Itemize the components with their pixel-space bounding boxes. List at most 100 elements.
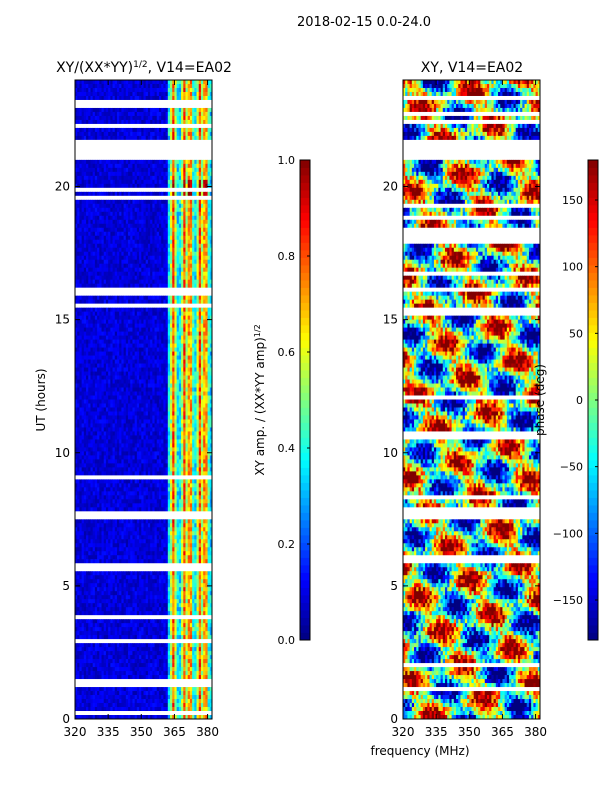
amp-plot-cell <box>128 171 131 177</box>
amp-plot-cell <box>174 83 178 89</box>
amp-plot-cell <box>94 83 98 89</box>
amp-plot-cell <box>134 135 138 141</box>
amp-plot-cell <box>150 191 153 197</box>
amp-plot-cell <box>154 223 158 229</box>
amp-plot-cell <box>97 119 100 125</box>
amp-plot-cell <box>139 203 142 209</box>
amp-plot-cell <box>167 107 171 113</box>
amp-plot-cell <box>165 111 169 117</box>
amp-plot-cell <box>196 219 200 225</box>
amp-plot-cell <box>141 255 144 261</box>
amp-plot-cell <box>94 91 98 97</box>
amp-plot-cell <box>165 183 169 189</box>
amp-plot-cell <box>125 215 129 221</box>
amp-plot-cell <box>185 191 189 197</box>
amp-plot-cell <box>194 215 197 221</box>
amp-plot-cell <box>147 171 151 177</box>
amp-plot-cell <box>170 251 173 257</box>
amp-plot-cell <box>163 179 166 185</box>
amp-plot-cell <box>152 227 155 233</box>
amp-plot-cell <box>141 91 144 97</box>
amp-plot-cell <box>125 183 129 189</box>
amp-plot-cell <box>207 179 211 185</box>
amp-plot-cell <box>152 183 155 189</box>
amp-plot-cell <box>145 167 149 173</box>
amp-plot-cell <box>83 259 87 265</box>
amp-plot-cell <box>99 115 102 121</box>
amp-plot-cell <box>205 167 208 173</box>
amp-plot-cell <box>174 203 178 209</box>
amp-plot-cell <box>158 227 162 233</box>
amp-plot-cell <box>90 211 94 217</box>
amp-plot-cell <box>163 239 166 245</box>
amp-plot-cell <box>200 203 204 209</box>
amp-plot-cell <box>163 175 166 181</box>
amp-plot-cell <box>90 107 94 113</box>
amp-plot-cell <box>185 211 189 217</box>
amp-plot-cell <box>79 119 83 125</box>
amp-plot-cell <box>139 95 142 101</box>
amp-plot-cell <box>92 227 96 233</box>
amp-plot-cell <box>99 83 102 89</box>
amp-plot-cell <box>134 107 138 113</box>
amp-plot-cell <box>139 91 142 97</box>
amp-plot-cell <box>136 223 140 229</box>
amp-plot-cell <box>112 87 116 93</box>
amp-plot-cell <box>75 119 78 125</box>
amp-plot-cell <box>158 219 162 225</box>
amp-plot-cell <box>183 183 186 189</box>
amp-plot-cell <box>97 223 100 229</box>
amp-plot-cell <box>172 87 175 93</box>
amp-plot-cell <box>172 247 175 253</box>
amp-plot-cell <box>163 87 166 93</box>
amp-plot-cell <box>108 167 111 173</box>
amp-plot-cell <box>189 235 193 241</box>
amp-plot-cell <box>207 127 211 133</box>
amp-plot-cell <box>130 119 133 125</box>
amp-plot-cell <box>158 243 162 249</box>
amp-plot-cell <box>94 227 98 233</box>
amp-plot-cell <box>125 227 129 233</box>
amp-plot-cell <box>158 135 162 141</box>
amp-plot-cell <box>156 259 160 265</box>
amp-plot-cell <box>209 215 213 221</box>
amp-plot-cell <box>145 191 149 197</box>
amp-plot-cell <box>150 91 153 97</box>
amp-plot-cell <box>196 163 200 169</box>
amp-plot-cell <box>181 207 184 213</box>
amp-plot-cell <box>97 247 100 253</box>
amp-plot-cell <box>88 119 91 125</box>
amp-plot-cell <box>158 255 162 261</box>
amp-plot-cell <box>116 231 120 237</box>
amp-plot-cell <box>205 91 208 97</box>
amp-plot-cell <box>79 167 83 173</box>
amp-plot-cell <box>183 131 186 137</box>
amp-plot-cell <box>189 163 193 169</box>
amp-plot-cell <box>196 251 200 257</box>
amp-plot-cell <box>198 167 202 173</box>
amp-plot-cell <box>152 115 155 121</box>
amp-plot-cell <box>203 211 206 217</box>
amp-plot-cell <box>181 215 184 221</box>
amp-plot-cell <box>178 255 182 261</box>
amp-plot-cell <box>75 87 78 93</box>
amp-plot-cell <box>198 83 202 89</box>
amp-plot-cell <box>86 167 89 173</box>
amp-plot-cell <box>209 91 213 97</box>
amp-plot-cell <box>165 243 169 249</box>
amp-plot-cell <box>147 211 151 217</box>
amp-plot-cell <box>152 167 155 173</box>
amp-plot-cell <box>103 119 107 125</box>
amp-plot-cell <box>161 119 164 125</box>
amp-plot-cell <box>176 171 180 177</box>
amp-plot-cell <box>167 211 171 217</box>
amp-plot-cell <box>209 87 213 93</box>
amp-plot-cell <box>130 179 133 185</box>
amp-plot-cell <box>112 255 116 261</box>
amp-plot-cell <box>141 175 144 181</box>
amp-plot-cell <box>172 131 175 137</box>
amp-plot-cell <box>194 135 197 141</box>
amp-plot-cell <box>145 131 149 137</box>
amp-plot-cell <box>205 115 208 121</box>
amp-plot-cell <box>163 191 166 197</box>
